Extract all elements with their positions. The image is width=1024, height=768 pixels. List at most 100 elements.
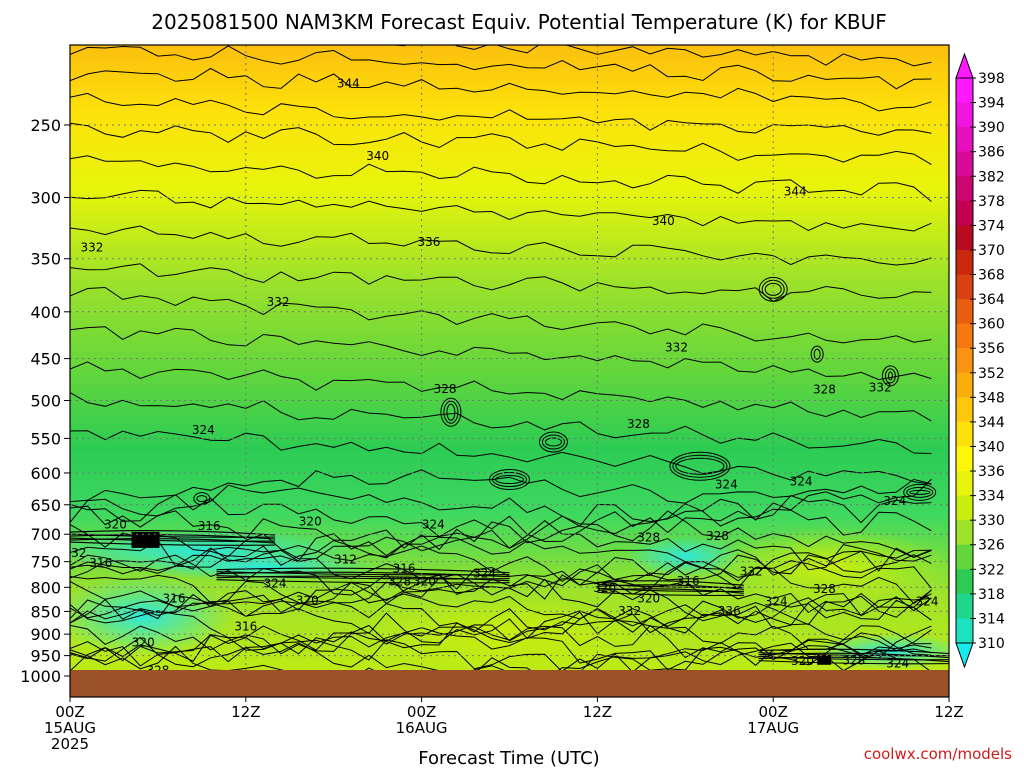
contour-labels: 344 340 340 344 336 332 332 332 328 328 332 328 324 3…	[71, 77, 939, 678]
contour-label: 332	[618, 604, 641, 618]
y-tick-label: 700	[30, 525, 61, 544]
contour-line	[70, 189, 932, 232]
contour-line	[70, 594, 932, 644]
colorbar-tick-label: 314	[978, 611, 1005, 627]
contour-band	[70, 538, 276, 544]
contour-cell	[810, 345, 824, 363]
x-tick-label: 12Z	[583, 703, 612, 721]
contour-label: 324	[790, 474, 813, 488]
colorbar-tick-label: 352	[978, 366, 1005, 382]
colorbar-swatch	[956, 569, 973, 595]
y-tick-label: 950	[30, 647, 61, 666]
contour-band	[216, 567, 510, 574]
contour-cell	[672, 454, 728, 478]
contour-cell	[881, 365, 899, 387]
y-tick-label: 450	[30, 350, 61, 369]
colorbar-swatch	[956, 151, 973, 177]
contour-cell	[906, 486, 934, 498]
contour-cell	[440, 397, 462, 427]
contour-label: 320	[296, 594, 319, 608]
packed-contours	[131, 531, 160, 548]
colorbar-swatch	[956, 102, 973, 128]
contour-label: 336	[417, 235, 440, 249]
contour-band	[758, 660, 949, 665]
colorbar-tick-label: 374	[978, 218, 1005, 234]
y-tick-label: 600	[30, 464, 61, 483]
colorbar-tick-label: 390	[978, 120, 1005, 136]
contour-line	[70, 430, 932, 485]
contour-label: 324	[473, 567, 496, 581]
contour-label: 324	[883, 494, 906, 508]
contour-line	[70, 92, 932, 136]
colorbar-tick-label: 336	[978, 464, 1005, 480]
contour-line	[70, 478, 932, 527]
contour-line	[70, 326, 932, 381]
contour-label: 324	[916, 594, 939, 608]
colorbar-swatch	[956, 78, 973, 104]
contour-label: 328	[637, 531, 660, 545]
colorbar-swatch	[956, 421, 973, 447]
x-tick-label: 2025	[51, 735, 89, 753]
contour-cell	[446, 403, 456, 421]
contour-label: 332	[869, 380, 892, 394]
contour-line	[70, 544, 932, 583]
y-tick-label: 850	[30, 602, 61, 621]
contour-band	[758, 648, 949, 655]
colorbar-tick-label: 344	[978, 415, 1005, 431]
contour-band	[216, 579, 510, 584]
contour-line	[70, 625, 932, 672]
colorbar-frame	[955, 77, 974, 644]
contour-label: 320	[104, 517, 127, 531]
contour-line	[70, 286, 932, 344]
contour-label: 332	[665, 340, 688, 354]
y-tick-label: 300	[30, 188, 61, 207]
colorbar-swatch	[956, 225, 973, 251]
y-axis: 250 300 350 400 450 500 550 600 650 700 750 800 850 9…	[20, 116, 70, 686]
x-tick-label: 16AUG	[396, 719, 448, 737]
credit-text: coolwx.com/models	[864, 745, 1012, 763]
x-tick-label: 00Z	[407, 703, 436, 721]
contour-label: 324	[422, 517, 445, 531]
contour-cell	[193, 492, 211, 506]
colorbar-swatch	[956, 249, 973, 276]
contour-label: 332	[740, 565, 763, 579]
colorbar-extend-top	[955, 52, 974, 79]
contour-cell	[758, 276, 788, 302]
contour-band	[216, 575, 510, 582]
x-tick-label: 00Z	[55, 703, 84, 721]
contour-band	[597, 588, 744, 594]
colorbar-tick-label: 398	[978, 71, 1005, 87]
colorbar-swatch	[956, 348, 973, 374]
contour-cell	[813, 348, 821, 360]
colorbar-swatch	[956, 495, 973, 521]
contour-label: 316	[234, 620, 257, 634]
colorbar-tick-label: 348	[978, 390, 1005, 406]
contour-line	[70, 225, 932, 266]
y-tick-label: 550	[30, 429, 61, 448]
contour-band	[70, 530, 276, 536]
contour-band	[597, 584, 744, 590]
contour-band	[597, 591, 744, 597]
colorbar-tick-label: 364	[978, 292, 1005, 308]
contour-band	[758, 656, 949, 663]
x-tick-label: 12Z	[934, 703, 963, 721]
contour-label: 320	[791, 654, 814, 668]
contour-line	[70, 533, 932, 579]
colorbar-tick-label: 370	[978, 243, 1005, 259]
contour-line	[388, 45, 932, 67]
contour-line	[70, 67, 932, 112]
y-tick-label: 400	[30, 303, 61, 322]
contour-line	[70, 570, 932, 614]
y-tick-label: 800	[30, 578, 61, 597]
contour-cell	[489, 469, 530, 491]
contour-label: 328	[706, 529, 729, 543]
contour-label: 324	[715, 478, 738, 492]
contour-band	[70, 541, 276, 546]
plot-frame	[69, 44, 950, 698]
y-tick-label: 900	[30, 625, 61, 644]
y-tick-label: 350	[30, 250, 61, 269]
colorbar-swatch	[956, 446, 973, 472]
x-tick-label: 17AUG	[747, 719, 799, 737]
contour-label: 320	[132, 635, 155, 649]
contour-label: 320	[413, 574, 436, 588]
